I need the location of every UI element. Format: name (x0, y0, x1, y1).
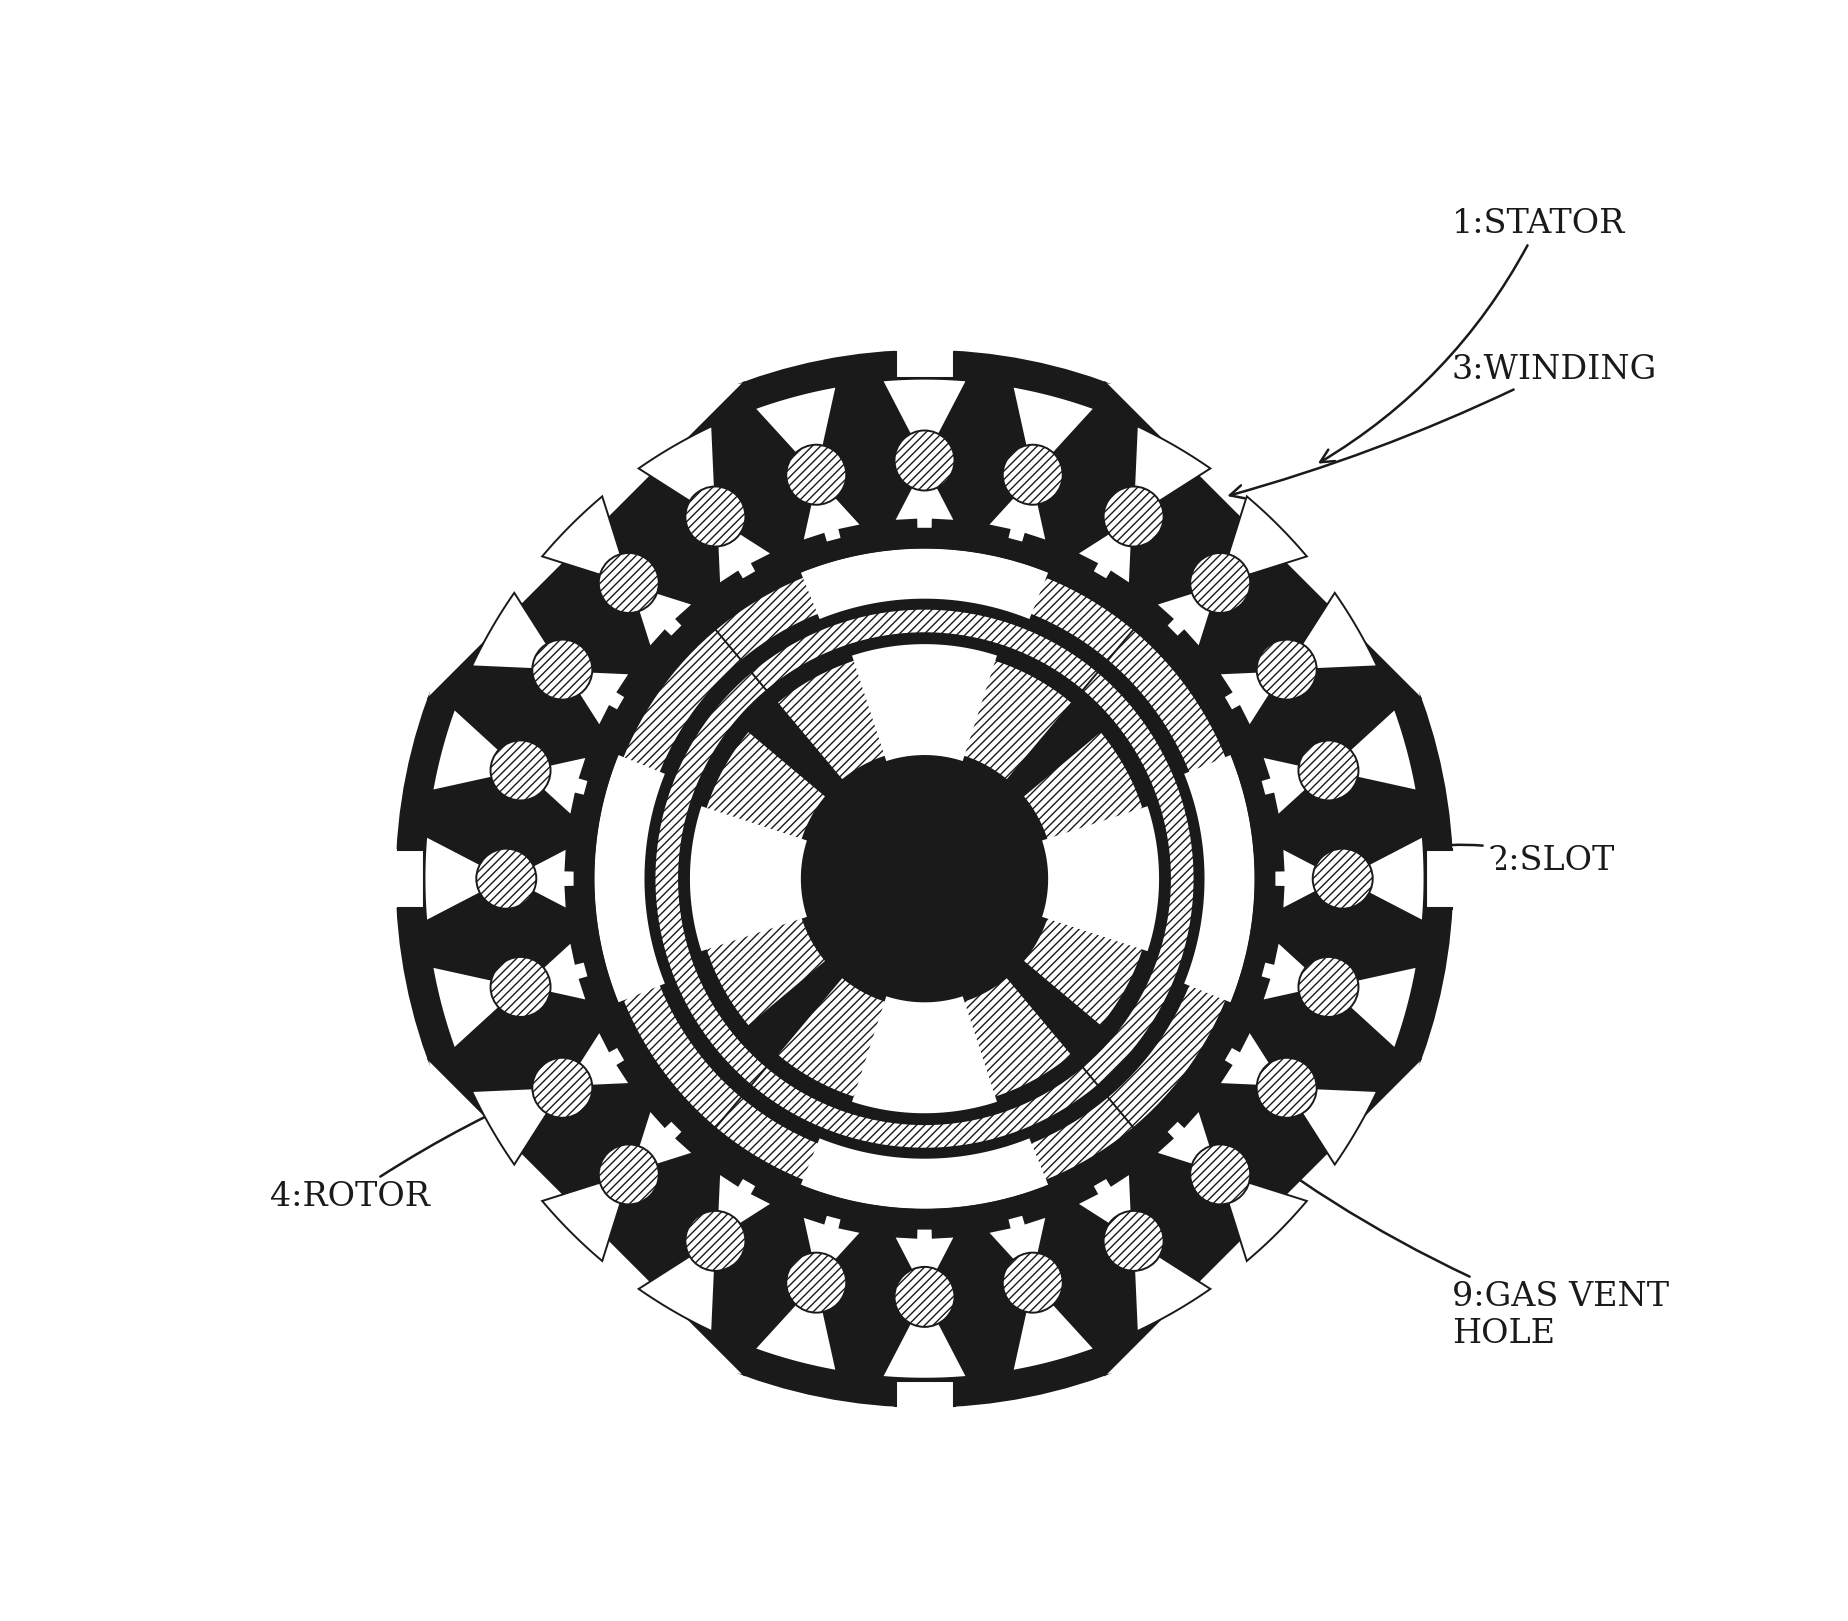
Text: 1:STATOR: 1:STATOR (1319, 207, 1624, 462)
Polygon shape (881, 379, 967, 528)
Polygon shape (1260, 708, 1416, 815)
Circle shape (1190, 1144, 1249, 1204)
Polygon shape (654, 671, 767, 1086)
Circle shape (1103, 486, 1162, 546)
Circle shape (1297, 741, 1358, 801)
Polygon shape (1218, 1031, 1377, 1164)
Polygon shape (1042, 806, 1159, 952)
Circle shape (397, 352, 1451, 1405)
Circle shape (785, 1253, 846, 1313)
Circle shape (532, 1059, 591, 1118)
Polygon shape (1183, 755, 1253, 1002)
Polygon shape (1260, 942, 1416, 1049)
Polygon shape (717, 609, 1131, 721)
Polygon shape (595, 755, 665, 1002)
Circle shape (1190, 553, 1249, 613)
Circle shape (686, 1211, 745, 1271)
Circle shape (1257, 640, 1316, 700)
Polygon shape (471, 593, 630, 726)
Polygon shape (425, 836, 575, 921)
Circle shape (1312, 849, 1371, 909)
Bar (894, 1379, 954, 1451)
Circle shape (477, 849, 536, 909)
Polygon shape (675, 553, 1173, 695)
Polygon shape (1155, 496, 1307, 647)
Polygon shape (429, 1059, 743, 1375)
Bar (353, 849, 423, 908)
Circle shape (599, 553, 658, 613)
Polygon shape (1076, 1174, 1210, 1331)
Polygon shape (429, 383, 743, 699)
Text: 2:SLOT: 2:SLOT (1356, 845, 1615, 877)
Circle shape (785, 444, 846, 504)
Circle shape (490, 956, 551, 1016)
Polygon shape (541, 1110, 693, 1261)
Polygon shape (689, 806, 806, 952)
Polygon shape (638, 1174, 772, 1331)
Polygon shape (1107, 629, 1249, 1128)
Polygon shape (776, 648, 1072, 780)
Polygon shape (800, 548, 1048, 619)
Polygon shape (800, 1138, 1048, 1209)
Text: 4:ROTOR: 4:ROTOR (270, 1021, 747, 1213)
Polygon shape (599, 629, 741, 1128)
Polygon shape (987, 386, 1094, 543)
Polygon shape (1076, 426, 1210, 584)
Polygon shape (1273, 836, 1423, 921)
Polygon shape (541, 496, 693, 647)
Bar (1425, 849, 1495, 908)
Polygon shape (987, 1214, 1094, 1371)
Polygon shape (754, 1214, 861, 1371)
Circle shape (599, 1144, 658, 1204)
Circle shape (593, 546, 1255, 1211)
Polygon shape (1081, 671, 1194, 1086)
Polygon shape (695, 731, 826, 1026)
Circle shape (1257, 1059, 1316, 1118)
Polygon shape (675, 1062, 1173, 1204)
Polygon shape (1022, 731, 1153, 1026)
Circle shape (1002, 1253, 1063, 1313)
Circle shape (686, 486, 745, 546)
Polygon shape (638, 426, 772, 584)
Polygon shape (881, 1229, 967, 1379)
Polygon shape (1105, 1059, 1419, 1375)
Polygon shape (852, 644, 996, 762)
Circle shape (490, 741, 551, 801)
Polygon shape (1218, 593, 1377, 726)
Polygon shape (432, 708, 588, 815)
Circle shape (1103, 1211, 1162, 1271)
Circle shape (894, 431, 954, 491)
Circle shape (1002, 444, 1063, 504)
Polygon shape (432, 942, 588, 1049)
Polygon shape (1155, 1110, 1307, 1261)
Polygon shape (776, 977, 1072, 1109)
Circle shape (532, 640, 591, 700)
Polygon shape (754, 386, 861, 543)
Circle shape (885, 841, 963, 917)
Bar (894, 306, 954, 378)
Polygon shape (717, 1036, 1131, 1149)
Text: 9:GAS VENT
HOLE: 9:GAS VENT HOLE (996, 883, 1669, 1350)
Circle shape (894, 1268, 954, 1328)
Polygon shape (471, 1031, 630, 1164)
Polygon shape (852, 997, 996, 1114)
Text: 3:WINDING: 3:WINDING (1229, 353, 1656, 498)
Polygon shape (1105, 383, 1419, 699)
Circle shape (804, 759, 1044, 999)
Circle shape (1297, 956, 1358, 1016)
